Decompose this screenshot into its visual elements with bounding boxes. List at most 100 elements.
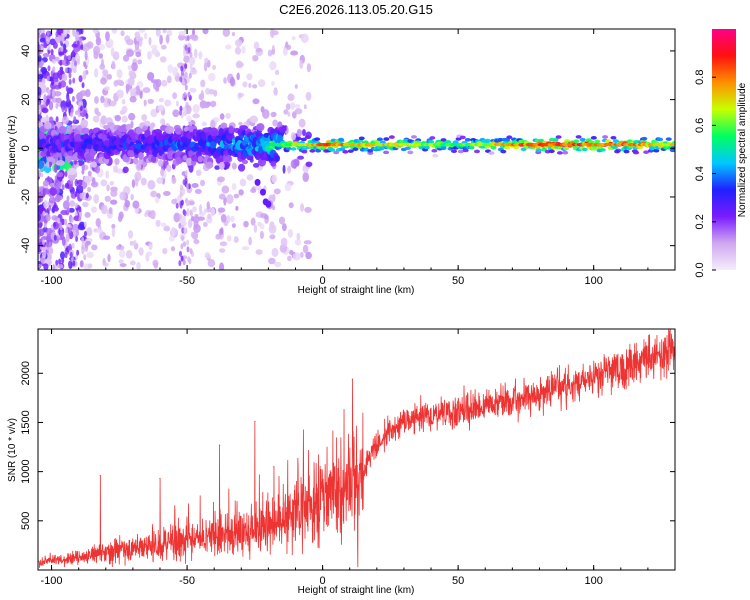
heat-dot-272: [129, 240, 135, 246]
heat-dot-1117: [47, 44, 51, 51]
heat-dot-808: [102, 69, 109, 76]
snr-y-tick-label-2000: 2000: [20, 361, 32, 385]
heat-dot-2483: [623, 149, 630, 154]
heat-dot-368: [155, 29, 161, 37]
heat-dot-507: [116, 245, 121, 250]
heat-dot-60: [287, 93, 295, 102]
heat-dot-552: [38, 228, 45, 237]
colorbar-tick-label-1: 0.2: [694, 214, 706, 229]
heat-dot-634: [111, 223, 116, 229]
heat-dot-486: [303, 240, 312, 245]
heat-dot-445: [135, 85, 140, 96]
heat-dot-1230: [81, 236, 85, 243]
heat-dot-1397: [67, 167, 77, 176]
heat-dot-1100: [46, 30, 50, 37]
heat-dot-1213: [83, 230, 87, 237]
snr-x-label: Height of straight line (km): [298, 585, 415, 596]
heat-dot-1319: [183, 210, 187, 217]
heat-dot-2443: [599, 148, 606, 152]
heat-dot-1203: [78, 179, 82, 186]
heat-dot-1961: [304, 135, 311, 139]
heat-dot-1108: [49, 177, 53, 184]
heat-dot-1895: [270, 161, 277, 167]
heat-dot-990: [105, 31, 110, 42]
heat-dot-391: [294, 84, 298, 89]
heat-dot-559: [134, 43, 140, 50]
heat-dot-1089: [51, 79, 55, 86]
heat-dot-923: [40, 236, 48, 241]
heat-dot-858: [79, 90, 88, 97]
heat-dot-1239: [85, 192, 89, 199]
heat-dot-1241: [184, 44, 188, 51]
heat-dot-1182: [66, 96, 70, 103]
heat-dot-1174: [65, 85, 69, 92]
heat-dot-1157: [59, 59, 63, 66]
heat-dot-801: [78, 160, 83, 167]
spectrogram-x-tick-label-100: 100: [585, 275, 603, 287]
heat-dot-999: [173, 212, 181, 223]
heat-dot-230: [138, 247, 144, 256]
heat-dot-468: [218, 248, 226, 253]
heat-dot-1036: [150, 44, 158, 49]
heat-dot-187: [119, 263, 127, 268]
heat-dot-854: [146, 251, 153, 257]
heat-dot-1166: [72, 77, 76, 84]
heat-dot-363: [285, 103, 291, 111]
heat-dot-2088: [383, 150, 390, 155]
heat-dot-695: [257, 221, 262, 227]
heat-dot-1233: [75, 236, 79, 243]
heat-dot-1300: [183, 91, 187, 98]
heat-dot-1077: [86, 41, 94, 49]
heat-dot-1306: [190, 231, 194, 238]
heat-dot-2293: [506, 135, 513, 140]
heat-dot-1044: [38, 86, 42, 96]
heat-dot-1198: [70, 192, 74, 199]
heat-dot-1193: [65, 227, 69, 234]
heat-dot-1373: [58, 125, 67, 135]
heat-dot-447: [60, 73, 68, 82]
heat-dot-2431: [591, 146, 598, 151]
heat-dot-452: [83, 175, 90, 183]
heat-dot-238: [226, 235, 232, 242]
heat-dot-1189: [69, 67, 73, 74]
heat-dot-1063: [261, 109, 270, 119]
heat-dot-1635: [166, 164, 172, 173]
heat-dot-1115: [49, 161, 53, 168]
heat-dot-339: [269, 61, 277, 71]
heat-dot-1206: [85, 113, 89, 120]
heat-dot-547: [208, 88, 215, 95]
snr-x-tick-label--100: -100: [41, 575, 63, 587]
heat-dot-1062: [160, 168, 165, 177]
heat-dot-1131: [53, 202, 57, 208]
heat-dot-610: [38, 54, 42, 63]
heat-dot-1014: [61, 116, 69, 125]
heat-dot-969: [206, 201, 210, 210]
heat-dot-2428: [590, 136, 597, 140]
heat-dot-2403: [575, 135, 582, 139]
spectrogram-y-tick-label-0: 0: [20, 145, 32, 151]
heat-dot-1120: [50, 224, 54, 231]
heat-dot-1152: [55, 182, 59, 189]
heat-dot-141: [138, 29, 146, 34]
heat-dot-1975: [314, 137, 321, 141]
heat-dot-1270: [174, 229, 178, 236]
heat-dot-1599: [150, 155, 157, 163]
heat-dot-1098: [49, 194, 53, 201]
heat-dot-630: [186, 208, 190, 217]
heat-dot-2049: [358, 136, 365, 141]
heat-dot-353: [109, 199, 118, 205]
heat-dot-713: [305, 161, 313, 167]
heat-dot-727: [84, 212, 91, 218]
heat-dot-505: [205, 87, 211, 95]
heat-dot-985: [74, 31, 80, 41]
heat-dot-1106: [52, 66, 56, 73]
heat-dot-1159: [61, 36, 65, 43]
heat-dot-2201: [451, 149, 458, 154]
heat-dot-922: [267, 49, 273, 57]
heat-dot-893: [64, 182, 70, 189]
heat-dot-1298: [188, 72, 192, 79]
heat-dot-2167: [431, 148, 438, 153]
heat-dot-2504: [637, 145, 644, 149]
heat-dot-612: [93, 194, 100, 204]
